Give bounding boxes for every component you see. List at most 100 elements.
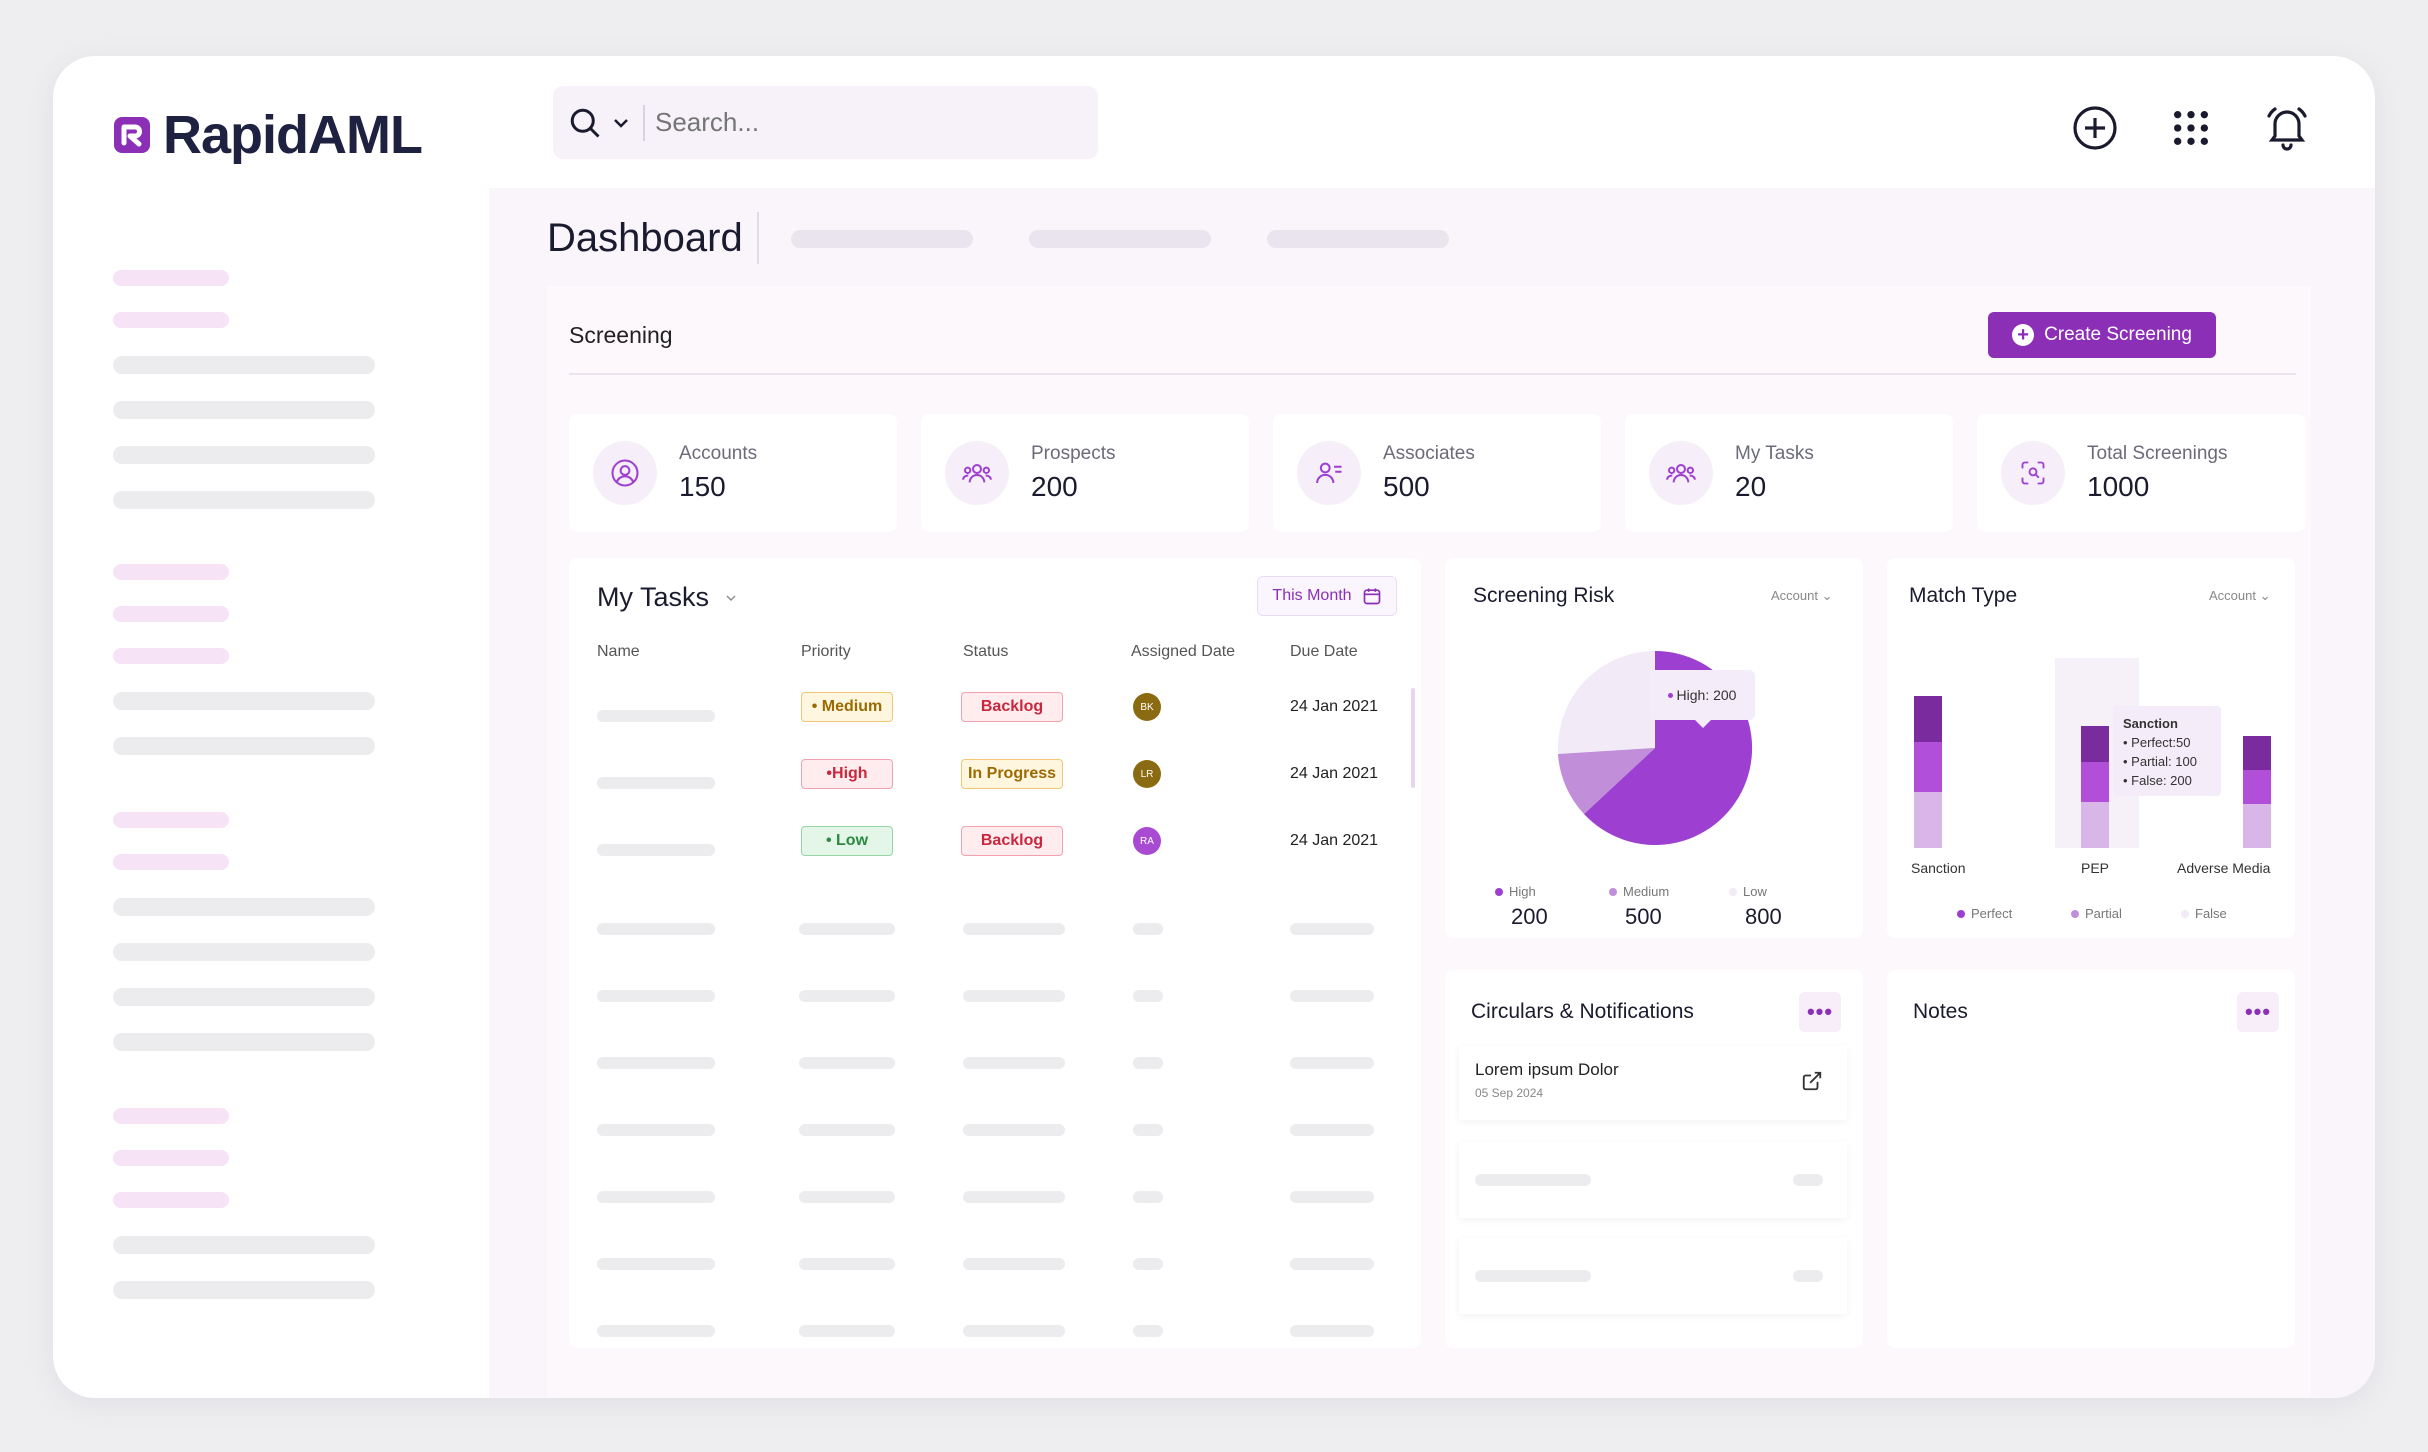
- notes-card: Notes •••: [1887, 970, 2295, 1348]
- row-placeholder: [1290, 1057, 1374, 1069]
- stat-label: Associates: [1383, 443, 1475, 464]
- sidebar-placeholder: [113, 446, 375, 464]
- create-screening-button[interactable]: + Create Screening: [1988, 312, 2216, 358]
- stat-card-associates[interactable]: Associates 500: [1273, 414, 1601, 532]
- circulars-title: Circulars & Notifications: [1471, 1000, 1694, 1023]
- stat-card-accounts[interactable]: Accounts 150: [569, 414, 897, 532]
- tooltip-title: Sanction: [2123, 716, 2178, 731]
- stat-label: Total Screenings: [2087, 443, 2228, 464]
- bar-sanction-false[interactable]: [1914, 696, 1942, 742]
- sidebar-placeholder: [113, 854, 229, 870]
- scan-face-icon: [2001, 441, 2065, 505]
- tooltip-line-text: Perfect:50: [2131, 735, 2191, 750]
- bar-adverse-perfect[interactable]: [2243, 804, 2271, 848]
- brand-name: RapidAML: [163, 105, 423, 165]
- legend-label: False: [2195, 906, 2227, 921]
- search-input[interactable]: [655, 107, 1055, 138]
- placeholder-bar: [1475, 1174, 1591, 1186]
- legend-item-false: False: [2181, 906, 2227, 921]
- notification-item[interactable]: Lorem ipsum Dolor 05 Sep 2024: [1459, 1046, 1847, 1120]
- priority-badge: • Medium: [801, 692, 893, 722]
- row-placeholder: [1133, 1124, 1163, 1136]
- row-placeholder: [799, 1124, 895, 1136]
- add-button[interactable]: [2067, 100, 2123, 156]
- placeholder-bar: [1793, 1174, 1823, 1186]
- scrollbar[interactable]: [1411, 688, 1415, 788]
- avatar: BK: [1133, 693, 1161, 721]
- column-header[interactable]: Due Date: [1290, 643, 1358, 660]
- more-options-button[interactable]: •••: [2237, 992, 2279, 1032]
- status-badge[interactable]: Backlog: [961, 692, 1063, 722]
- bar-sanction-partial[interactable]: [1914, 742, 1942, 792]
- row-placeholder: [799, 990, 895, 1002]
- row-placeholder: [1133, 990, 1163, 1002]
- row-placeholder: [597, 923, 715, 935]
- sidebar-placeholder: [113, 1281, 375, 1299]
- tasks-title[interactable]: My Tasks: [597, 582, 739, 613]
- row-placeholder: [1290, 1258, 1374, 1270]
- chevron-down-icon[interactable]: [609, 111, 633, 135]
- legend-dot: [2071, 909, 2079, 918]
- name-placeholder: [597, 844, 715, 856]
- tooltip-line: • Perfect:50: [2123, 735, 2191, 750]
- tab-placeholder[interactable]: [1029, 230, 1211, 248]
- bar-adverse-partial[interactable]: [2243, 770, 2271, 804]
- create-screening-label: Create Screening: [2044, 324, 2192, 345]
- more-options-button[interactable]: •••: [1799, 992, 1841, 1032]
- user-circle-icon: [593, 441, 657, 505]
- stat-card-my-tasks[interactable]: My Tasks 20: [1625, 414, 1953, 532]
- legend-dot: [1957, 909, 1965, 918]
- sidebar-placeholder: [113, 1033, 375, 1051]
- apps-button[interactable]: [2163, 100, 2219, 156]
- tab-placeholder[interactable]: [1267, 230, 1449, 248]
- bar-pep-partial[interactable]: [2081, 762, 2109, 802]
- stat-value: 1000: [2087, 471, 2150, 502]
- notifications-button[interactable]: [2259, 100, 2315, 156]
- circulars-card: Circulars & Notifications ••• Lorem ipsu…: [1445, 970, 1863, 1348]
- sidebar-placeholder: [113, 737, 375, 755]
- bar-pep-perfect[interactable]: [2081, 802, 2109, 848]
- title-divider: [757, 212, 759, 264]
- column-header[interactable]: Assigned Date: [1131, 643, 1236, 660]
- column-header[interactable]: Priority: [801, 643, 851, 660]
- stat-label: Accounts: [679, 443, 758, 464]
- status-badge[interactable]: Backlog: [961, 826, 1063, 856]
- chevron-down-icon: [726, 595, 736, 601]
- sidebar-placeholder: [113, 401, 375, 419]
- risk-dropdown[interactable]: Account ⌄: [1771, 588, 1833, 604]
- notification-placeholder: [1459, 1238, 1847, 1314]
- match-dropdown[interactable]: Account ⌄: [2209, 588, 2271, 604]
- sidebar-placeholder: [113, 270, 229, 286]
- stat-card-prospects[interactable]: Prospects 200: [921, 414, 1249, 532]
- stat-card-total-screenings[interactable]: Total Screenings 1000: [1977, 414, 2305, 532]
- bar-pep-false[interactable]: [2081, 726, 2109, 762]
- sidebar-placeholder: [113, 1192, 229, 1208]
- legend-item-low: Low: [1729, 884, 1767, 899]
- stat-label: My Tasks: [1735, 443, 1814, 464]
- row-placeholder: [1290, 990, 1374, 1002]
- column-header[interactable]: Status: [963, 643, 1009, 660]
- row-placeholder: [1133, 1258, 1163, 1270]
- row-placeholder: [1290, 1124, 1374, 1136]
- name-placeholder: [597, 777, 715, 789]
- brand-logo[interactable]: RapidAML: [113, 100, 423, 170]
- month-filter-button[interactable]: This Month: [1257, 576, 1397, 616]
- search-icon[interactable]: [567, 105, 603, 141]
- top-actions: [2067, 100, 2315, 156]
- sidebar-placeholder: [113, 898, 375, 916]
- status-badge[interactable]: In Progress: [961, 759, 1063, 789]
- search-bar: [553, 86, 1098, 159]
- legend-dot: [1729, 887, 1737, 896]
- column-header[interactable]: Name: [597, 643, 640, 660]
- notification-placeholder: [1459, 1142, 1847, 1218]
- external-link-icon[interactable]: [1801, 1070, 1823, 1092]
- x-axis-label: Sanction: [1911, 860, 1966, 876]
- pie-slice-medium[interactable]: [1558, 748, 1655, 814]
- bar-adverse-false[interactable]: [2243, 736, 2271, 770]
- tab-placeholder[interactable]: [791, 230, 973, 248]
- screening-title: Screening: [569, 322, 673, 348]
- stat-value: 500: [1383, 471, 1430, 502]
- bar-sanction-perfect[interactable]: [1914, 792, 1942, 848]
- legend-item-partial: Partial: [2071, 906, 2122, 921]
- sidebar-placeholder: [113, 1150, 229, 1166]
